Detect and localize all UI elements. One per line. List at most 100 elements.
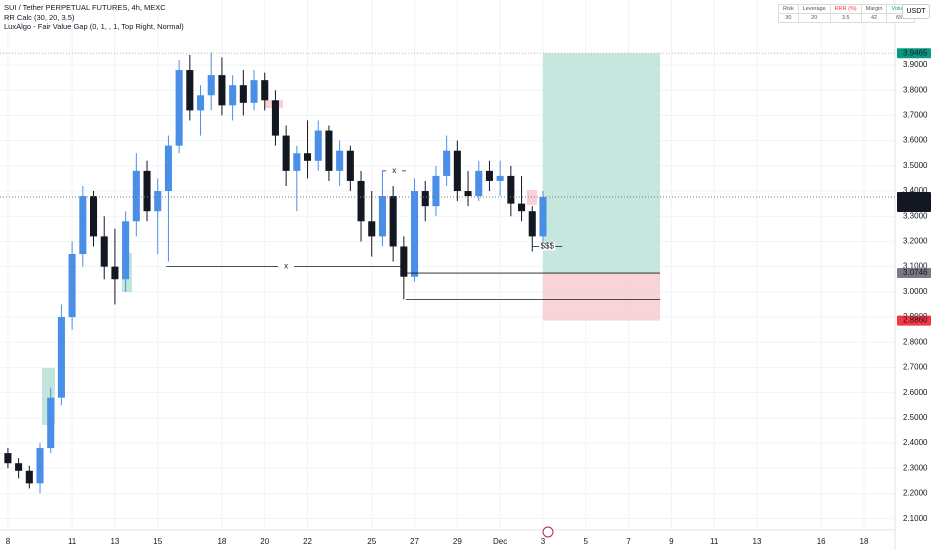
fvg-box bbox=[527, 190, 537, 205]
x-tick-label: 11 bbox=[710, 537, 719, 546]
rr-table: Risk Leverage RRR (%) Margin Volume 30 20 3.5 42… bbox=[778, 4, 915, 23]
candle-body bbox=[389, 196, 397, 247]
candle-body bbox=[368, 221, 376, 237]
x-tick-label: 29 bbox=[453, 537, 462, 546]
candle-body bbox=[36, 448, 44, 484]
candle-body bbox=[100, 236, 108, 267]
candle-body bbox=[518, 203, 526, 212]
price-label-bg bbox=[897, 315, 931, 326]
event-icon bbox=[542, 526, 554, 538]
candle-body bbox=[282, 135, 290, 171]
rr-value: 42 bbox=[860, 13, 888, 23]
x-tick-label: 18 bbox=[860, 537, 869, 546]
y-tick-label: 2.8000 bbox=[903, 337, 928, 346]
x-tick-label: 11 bbox=[68, 537, 77, 546]
candle-body bbox=[336, 150, 344, 171]
candle-body bbox=[539, 196, 547, 237]
candle-body bbox=[47, 397, 55, 449]
x-tick-label: 25 bbox=[367, 537, 376, 546]
y-tick-label: 2.2000 bbox=[903, 489, 928, 498]
y-tick-label: 3.3000 bbox=[903, 211, 928, 220]
level-label-bg bbox=[278, 262, 295, 271]
x-tick-label: 20 bbox=[260, 537, 269, 546]
candle-body bbox=[453, 150, 461, 192]
x-tick-label: 18 bbox=[217, 537, 226, 546]
price-label: 3.0746 bbox=[903, 268, 928, 277]
price-label-bg bbox=[897, 268, 931, 279]
level-label-bg bbox=[539, 242, 556, 251]
candle-body bbox=[207, 75, 215, 96]
candle-body bbox=[68, 254, 76, 318]
y-tick-label: 3.6000 bbox=[903, 136, 928, 145]
y-tick-label: 2.6000 bbox=[903, 388, 928, 397]
rr-value: 20 bbox=[797, 13, 831, 23]
y-tick-label: 3.1000 bbox=[903, 262, 928, 271]
legend: SUI / Tether PERPETUAL FUTURES, 4h, MEXC… bbox=[4, 3, 184, 32]
candle-body bbox=[239, 85, 247, 103]
candle-body bbox=[421, 191, 429, 207]
candle-body bbox=[271, 100, 279, 136]
indicator[interactable]: RR Calc (30, 20, 3.5) bbox=[4, 12, 75, 22]
level-label: x bbox=[284, 262, 288, 271]
y-tick-label: 3.4000 bbox=[903, 186, 928, 195]
price-label: 3.9465 bbox=[903, 48, 928, 57]
indicator[interactable]: LuxAlgo - Fair Value Gap (0, 1, , 1, Top… bbox=[4, 22, 184, 31]
y-tick-label: 3.2000 bbox=[903, 237, 928, 246]
y-tick-label: 2.5000 bbox=[903, 413, 928, 422]
rr-header: RRR (%) bbox=[829, 4, 862, 14]
candle-body bbox=[15, 463, 23, 471]
candle-body bbox=[57, 317, 65, 398]
candle-body bbox=[154, 191, 162, 212]
x-tick-label: 5 bbox=[584, 537, 589, 546]
candle-body bbox=[89, 196, 98, 237]
x-tick-label: 8 bbox=[6, 537, 11, 546]
x-tick-label: 15 bbox=[153, 537, 162, 546]
candle-body bbox=[261, 80, 269, 101]
x-tick-label: 16 bbox=[817, 537, 826, 546]
candle-body bbox=[378, 196, 386, 237]
level-label: x bbox=[392, 166, 396, 175]
candle-body bbox=[175, 70, 183, 146]
candle-body bbox=[496, 175, 504, 181]
y-tick-label: 3.8000 bbox=[903, 85, 928, 94]
x-tick-label: 22 bbox=[303, 537, 312, 546]
x-tick-label: 13 bbox=[110, 537, 119, 546]
candle-body bbox=[25, 470, 33, 484]
rr-header: Margin bbox=[860, 4, 888, 14]
y-tick-label: 2.3000 bbox=[903, 463, 928, 472]
level-label-bg bbox=[386, 166, 403, 175]
x-tick-label: 13 bbox=[753, 537, 762, 546]
y-tick-label: 3.9000 bbox=[903, 60, 928, 69]
symbol[interactable]: SUI / Tether PERPETUAL FUTURES, 4h, MEXC bbox=[4, 3, 166, 12]
candle-body bbox=[507, 175, 515, 204]
profit-zone bbox=[542, 53, 661, 274]
currency-button[interactable]: USDT bbox=[902, 4, 930, 19]
candle-body bbox=[79, 196, 87, 255]
candle-body bbox=[196, 95, 205, 111]
price-label: 2.8860 bbox=[903, 316, 928, 325]
y-tick-label: 2.7000 bbox=[903, 363, 928, 372]
rr-header: Leverage bbox=[797, 4, 831, 14]
candle-body bbox=[485, 170, 493, 181]
level-label: $$$ bbox=[541, 242, 555, 251]
candle-body bbox=[218, 75, 226, 106]
candle-body bbox=[229, 85, 237, 106]
candle-body bbox=[443, 150, 451, 176]
y-tick-label: 2.4000 bbox=[903, 438, 928, 447]
y-tick-label: 3.0000 bbox=[903, 287, 928, 296]
y-tick-label: 2.1000 bbox=[903, 514, 928, 523]
candle-body bbox=[186, 70, 194, 111]
candle-body bbox=[111, 266, 119, 280]
candle-body bbox=[4, 453, 12, 464]
x-tick-label: 3 bbox=[541, 537, 546, 546]
candle-body bbox=[411, 191, 419, 277]
candle-body bbox=[432, 175, 440, 207]
candle-body bbox=[164, 145, 172, 192]
candle-body bbox=[122, 221, 130, 280]
candle-body bbox=[464, 191, 472, 197]
candle-body bbox=[357, 180, 365, 222]
y-tick-label: 3.5000 bbox=[903, 161, 928, 170]
candle-body bbox=[143, 170, 151, 212]
